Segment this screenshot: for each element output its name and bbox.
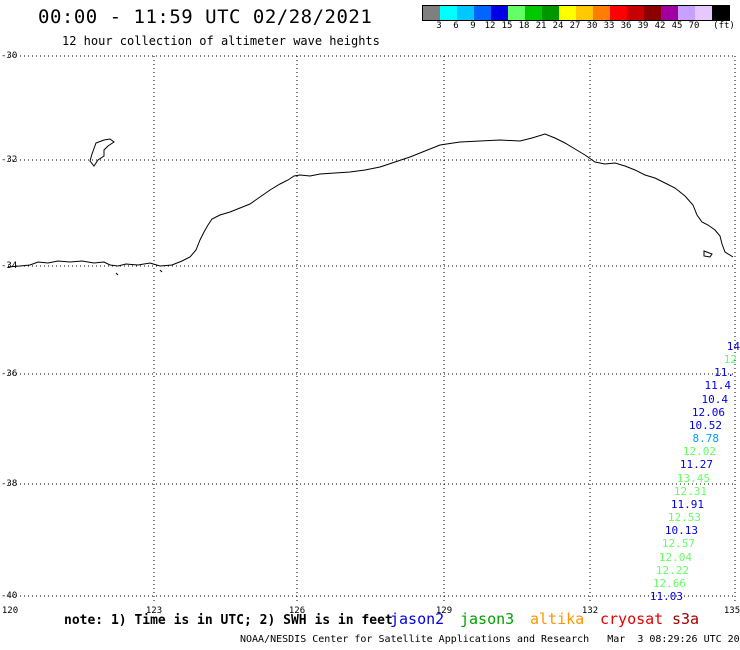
color-scale-swatch xyxy=(576,6,593,20)
lon-label: 132 xyxy=(581,606,599,616)
wave-height-reading: 13.45 xyxy=(676,471,710,485)
map-title: 00:00 - 11:59 UTC 02/28/2021 xyxy=(38,6,373,28)
lat-label: -38 xyxy=(1,479,18,489)
color-scale-swatch xyxy=(508,6,525,20)
wave-height-reading: 10.4 xyxy=(701,392,729,406)
satellite-label-altika: altika xyxy=(530,610,585,628)
wave-height-reading: 11. xyxy=(714,366,734,380)
color-scale-swatch xyxy=(457,6,474,20)
lon-label: 135 xyxy=(723,606,740,616)
satellite-label-s3a: s3a xyxy=(672,610,700,628)
color-scale-swatch xyxy=(474,6,491,20)
coastline-island-recherche xyxy=(89,138,115,167)
color-scale-label: 70 xyxy=(688,21,700,31)
lat-label: -36 xyxy=(1,369,18,379)
color-scale-label: 9 xyxy=(470,21,476,31)
color-scale-label: 45 xyxy=(671,21,683,31)
wave-height-reading: 14 xyxy=(726,340,740,353)
wave-height-reading: 12 xyxy=(723,353,737,367)
color-scale-swatch xyxy=(423,6,440,20)
color-scale-swatch xyxy=(542,6,559,20)
color-scale-swatch xyxy=(559,6,576,20)
color-scale-swatch xyxy=(593,6,610,20)
color-scale-label: 30 xyxy=(586,21,598,31)
color-scale-label: 39 xyxy=(637,21,649,31)
color-scale-label: 42 xyxy=(654,21,666,31)
color-scale-swatch xyxy=(712,6,729,20)
note-text: note: 1) Time is in UTC; 2) SWH is in fe… xyxy=(64,613,393,628)
lat-label: -32 xyxy=(1,155,18,165)
lon-label: 120 xyxy=(1,606,19,616)
color-scale-swatch xyxy=(627,6,644,20)
wave-height-reading: 11.4 xyxy=(704,379,732,393)
color-scale-unit: (ft) xyxy=(713,21,735,31)
color-scale-swatch xyxy=(644,6,661,20)
lat-label: -40 xyxy=(1,591,18,601)
wave-height-reading: 12.31 xyxy=(673,484,707,498)
wave-height-reading: 11.91 xyxy=(670,497,704,511)
lat-label: -34 xyxy=(1,261,18,271)
color-scale-swatch xyxy=(440,6,457,20)
color-scale-swatch xyxy=(610,6,627,20)
coastline-kangaroo-island xyxy=(703,250,713,258)
color-scale-label: 15 xyxy=(501,21,513,31)
color-scale-label: 21 xyxy=(535,21,547,31)
satellite-label-jason3: jason3 xyxy=(460,610,515,628)
coastline-islet-1 xyxy=(115,272,119,276)
color-scale-label: 36 xyxy=(620,21,632,31)
wave-height-reading: 8.78 xyxy=(692,432,720,446)
color-scale-swatch xyxy=(525,6,542,20)
color-scale-label: 33 xyxy=(603,21,615,31)
wave-height-reading: 12.06 xyxy=(691,405,725,419)
footer-credit: NOAA/NESDIS Center for Satellite Applica… xyxy=(240,634,740,645)
color-scale-label: 24 xyxy=(552,21,564,31)
graticule xyxy=(8,55,736,603)
wave-height-reading: 11.03 xyxy=(649,590,683,603)
satellite-label-jason2: jason2 xyxy=(390,610,445,628)
coastline-islet-2 xyxy=(159,269,163,273)
wave-height-reading: 11.27 xyxy=(679,458,713,472)
color-scale xyxy=(422,5,730,21)
wave-height-reading: 10.52 xyxy=(688,418,722,432)
color-scale-swatch xyxy=(491,6,508,20)
color-scale-label: 3 xyxy=(436,21,442,31)
color-scale-label: 12 xyxy=(484,21,496,31)
lat-label: -30 xyxy=(1,51,18,61)
wave-height-reading: 10.13 xyxy=(664,524,698,538)
wave-height-reading: 12.22 xyxy=(655,563,689,577)
wave-height-reading: 12.04 xyxy=(658,550,692,564)
color-scale-label: 27 xyxy=(569,21,581,31)
lon-label: 129 xyxy=(435,606,453,616)
wave-height-reading: 12.53 xyxy=(667,511,701,525)
color-scale-label: 18 xyxy=(518,21,530,31)
lon-label: 126 xyxy=(288,606,306,616)
color-scale-swatch xyxy=(678,6,695,20)
wave-height-reading: 12.57 xyxy=(661,537,695,551)
color-scale-label: 6 xyxy=(453,21,459,31)
coastline-australia-south xyxy=(7,133,734,268)
lon-label: 123 xyxy=(145,606,163,616)
wave-height-reading: 12.66 xyxy=(652,576,686,590)
color-scale-swatch xyxy=(661,6,678,20)
color-scale-swatch xyxy=(695,6,712,20)
map-subtitle: 12 hour collection of altimeter wave hei… xyxy=(62,34,380,48)
wave-height-reading: 12.02 xyxy=(682,445,716,459)
coastline xyxy=(7,133,734,276)
satellite-label-cryosat: cryosat xyxy=(600,610,664,628)
